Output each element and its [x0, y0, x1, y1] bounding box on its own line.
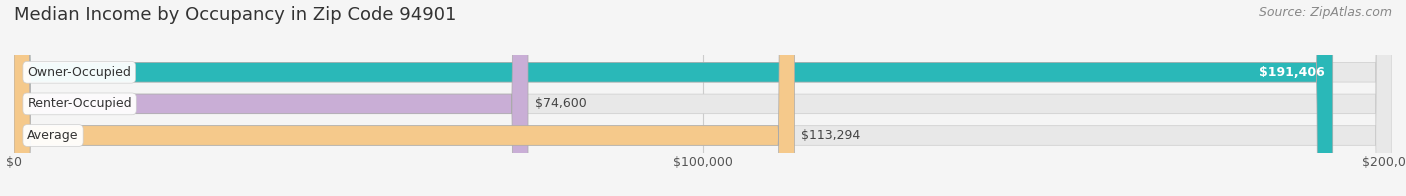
- Text: Owner-Occupied: Owner-Occupied: [27, 66, 131, 79]
- FancyBboxPatch shape: [14, 0, 529, 196]
- Text: Source: ZipAtlas.com: Source: ZipAtlas.com: [1258, 6, 1392, 19]
- FancyBboxPatch shape: [14, 0, 1392, 196]
- FancyBboxPatch shape: [14, 0, 794, 196]
- FancyBboxPatch shape: [14, 0, 1333, 196]
- Text: $113,294: $113,294: [801, 129, 860, 142]
- Text: Median Income by Occupancy in Zip Code 94901: Median Income by Occupancy in Zip Code 9…: [14, 6, 457, 24]
- FancyBboxPatch shape: [14, 0, 1392, 196]
- Text: $191,406: $191,406: [1258, 66, 1324, 79]
- Text: Renter-Occupied: Renter-Occupied: [27, 97, 132, 110]
- FancyBboxPatch shape: [14, 0, 1392, 196]
- Text: $74,600: $74,600: [534, 97, 586, 110]
- Text: Average: Average: [27, 129, 79, 142]
